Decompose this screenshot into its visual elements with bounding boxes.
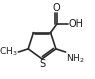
Text: S: S [39, 59, 45, 69]
Text: O: O [52, 3, 60, 13]
Text: NH$_2$: NH$_2$ [66, 53, 85, 65]
Text: CH$_3$: CH$_3$ [0, 46, 18, 58]
Text: OH: OH [69, 19, 84, 29]
